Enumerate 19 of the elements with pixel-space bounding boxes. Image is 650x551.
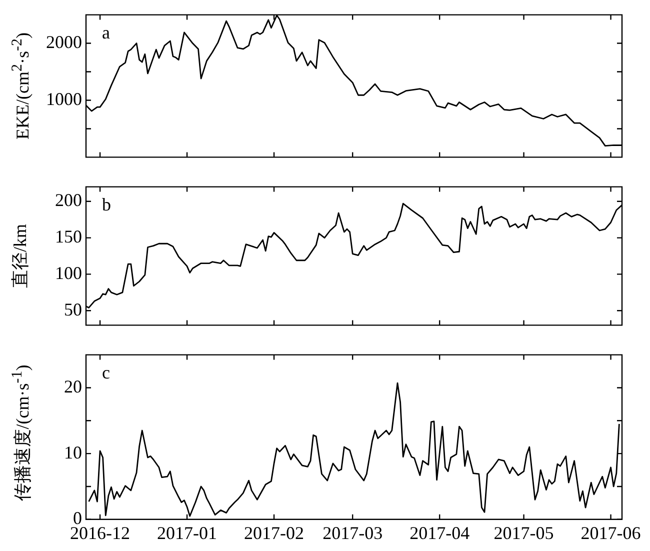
y-axis-title: 直径/km <box>10 224 30 288</box>
y-tick-label: 0 <box>73 508 82 528</box>
annotation: a <box>102 22 110 43</box>
y-tick-label: 50 <box>64 299 82 320</box>
x-tick-label: 2017-02 <box>244 522 304 543</box>
y-tick-label: 2000 <box>46 32 82 52</box>
x-tick-label: 2017-06 <box>580 522 641 543</box>
x-tick-label: 2017-04 <box>410 522 470 543</box>
y-tick-label: 20 <box>64 376 82 396</box>
x-tick-label: 2017-03 <box>322 522 383 543</box>
annotation: b <box>102 194 111 215</box>
x-tick-label: 2017-01 <box>157 522 218 543</box>
x-tick-label: 2017-05 <box>494 522 554 543</box>
y-tick-label: 200 <box>55 190 82 210</box>
annotation: c <box>102 362 110 383</box>
y-tick-label: 1000 <box>46 88 82 109</box>
y-tick-label: 10 <box>64 442 82 462</box>
y-tick-label: 100 <box>55 262 82 283</box>
y-tick-label: 150 <box>55 226 82 247</box>
